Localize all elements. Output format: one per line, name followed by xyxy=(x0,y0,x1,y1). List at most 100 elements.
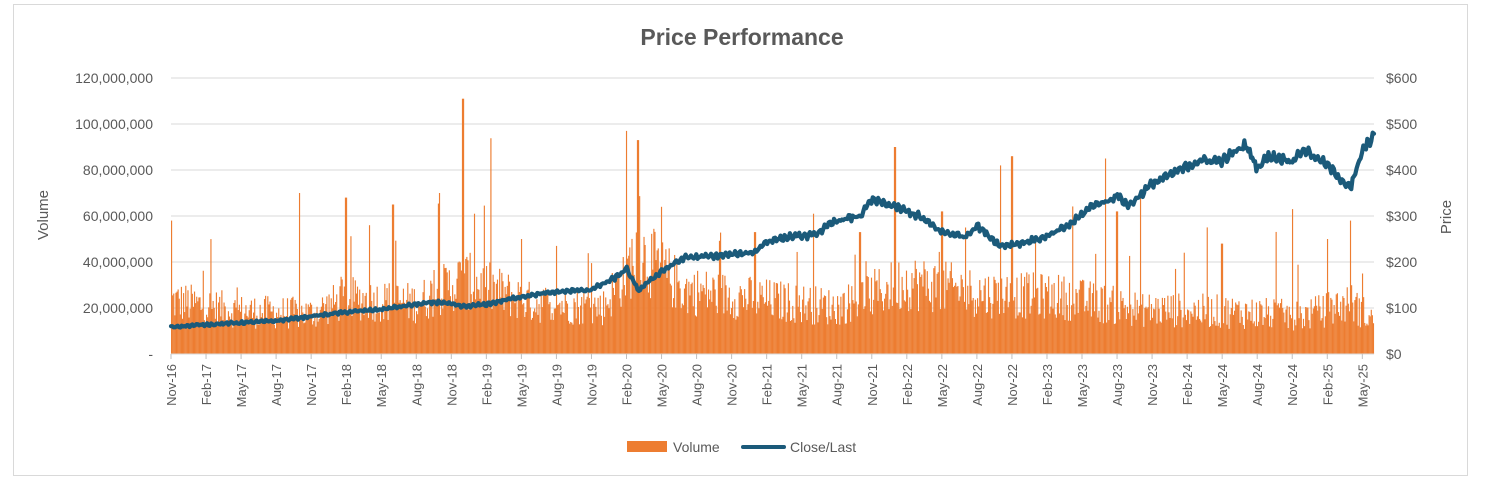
volume-bar xyxy=(412,320,414,354)
volume-bar xyxy=(723,313,725,354)
volume-bar xyxy=(1235,302,1237,354)
volume-bar xyxy=(490,138,492,354)
volume-bar xyxy=(1155,298,1157,354)
volume-bar xyxy=(422,292,424,354)
volume-bar xyxy=(839,324,841,354)
volume-bar xyxy=(374,321,376,354)
volume-bar xyxy=(925,295,927,354)
volume-bar xyxy=(739,286,741,354)
volume-bar xyxy=(788,300,791,354)
volume-bar xyxy=(363,315,365,354)
volume-bar xyxy=(409,293,411,354)
volume-bar xyxy=(850,321,852,354)
volume-bar xyxy=(845,323,847,354)
volume-bar xyxy=(980,290,982,354)
volume-bar xyxy=(1024,276,1026,354)
volume-bar xyxy=(1027,283,1029,354)
volume-bar xyxy=(297,326,300,354)
volume-bar xyxy=(298,193,301,354)
volume-bar xyxy=(1159,321,1161,354)
volume-bar xyxy=(1288,306,1290,354)
volume-bar xyxy=(890,262,892,354)
volume-bar xyxy=(254,298,256,354)
volume-bar xyxy=(463,98,465,354)
volume-bar xyxy=(748,277,750,354)
volume-bar xyxy=(1104,158,1107,354)
x-tick-label: Feb-24 xyxy=(1180,364,1195,405)
volume-bar xyxy=(378,312,380,354)
volume-bar xyxy=(1311,313,1313,354)
volume-bar xyxy=(1149,320,1151,354)
volume-bar xyxy=(1054,314,1056,354)
volume-bar xyxy=(1318,295,1320,354)
axes: - $0 20,000,000 $100 40,000,000 $200 60,000,00… xyxy=(75,70,1417,407)
volume-bar xyxy=(200,310,202,354)
volume-bar xyxy=(471,302,473,354)
chart-canvas: Price Performance - $0 20,000,000 $100 40,00… xyxy=(35,24,1455,455)
volume-bar xyxy=(955,282,957,354)
legend-label-volume: Volume xyxy=(673,439,720,455)
volume-bar xyxy=(852,300,854,354)
volume-bar xyxy=(1127,313,1130,354)
volume-bar xyxy=(280,314,282,354)
volume-bar xyxy=(1184,314,1186,354)
volume-bar xyxy=(1371,315,1373,354)
volume-bar xyxy=(594,297,596,354)
volume-bar xyxy=(340,276,342,354)
volume-bar xyxy=(907,289,909,354)
volume-bar xyxy=(480,273,482,354)
volume-bar xyxy=(625,130,628,354)
legend: Volume Close/Last xyxy=(627,439,856,455)
volume-bar xyxy=(446,272,448,354)
volume-bar xyxy=(184,312,186,354)
volume-bar xyxy=(1265,298,1267,354)
volume-bar xyxy=(1186,309,1189,354)
volume-bar xyxy=(399,300,401,354)
volume-bar xyxy=(978,306,980,354)
volume-bar xyxy=(418,306,420,354)
volume-bar xyxy=(495,283,497,354)
volume-bar xyxy=(1249,312,1251,354)
volume-bar xyxy=(1264,318,1266,354)
volume-bar xyxy=(428,318,430,354)
volume-bar xyxy=(821,308,823,354)
volume-bar xyxy=(1148,294,1150,354)
volume-bar xyxy=(479,298,481,354)
volume-bar xyxy=(1337,312,1340,354)
volume-bar xyxy=(665,249,667,354)
volume-bar xyxy=(237,310,239,354)
volume-bar xyxy=(1006,277,1008,354)
volume-bar xyxy=(1263,317,1265,354)
volume-bar xyxy=(767,305,769,354)
volume-bar xyxy=(1147,307,1149,354)
volume-bar xyxy=(396,285,398,354)
volume-bar xyxy=(886,281,888,354)
volume-bar xyxy=(909,297,911,354)
volume-bar xyxy=(342,296,344,354)
volume-bar xyxy=(259,304,261,354)
volume-bar xyxy=(1102,323,1104,354)
volume-bar xyxy=(468,309,470,354)
volume-bar xyxy=(488,289,490,354)
volume-bar xyxy=(718,240,721,354)
volume-bar xyxy=(834,318,836,354)
volume-bar xyxy=(388,283,390,354)
volume-bar xyxy=(360,320,362,354)
volume-bar xyxy=(1343,298,1345,354)
volume-bar xyxy=(1009,283,1011,354)
chart-title: Price Performance xyxy=(640,24,843,50)
volume-bar xyxy=(891,305,893,354)
volume-bar xyxy=(977,298,979,354)
volume-bar xyxy=(1160,322,1162,354)
volume-bar xyxy=(419,304,421,354)
volume-bar xyxy=(658,268,660,354)
volume-bar xyxy=(676,258,678,354)
volume-bar xyxy=(294,299,296,354)
volume-bar xyxy=(716,313,718,354)
volume-bar xyxy=(1208,327,1211,354)
volume-bar xyxy=(667,268,669,354)
volume-bar xyxy=(273,324,275,354)
right-tick-label: $300 xyxy=(1386,208,1417,224)
volume-bar xyxy=(623,285,625,354)
volume-bar xyxy=(1253,321,1255,354)
